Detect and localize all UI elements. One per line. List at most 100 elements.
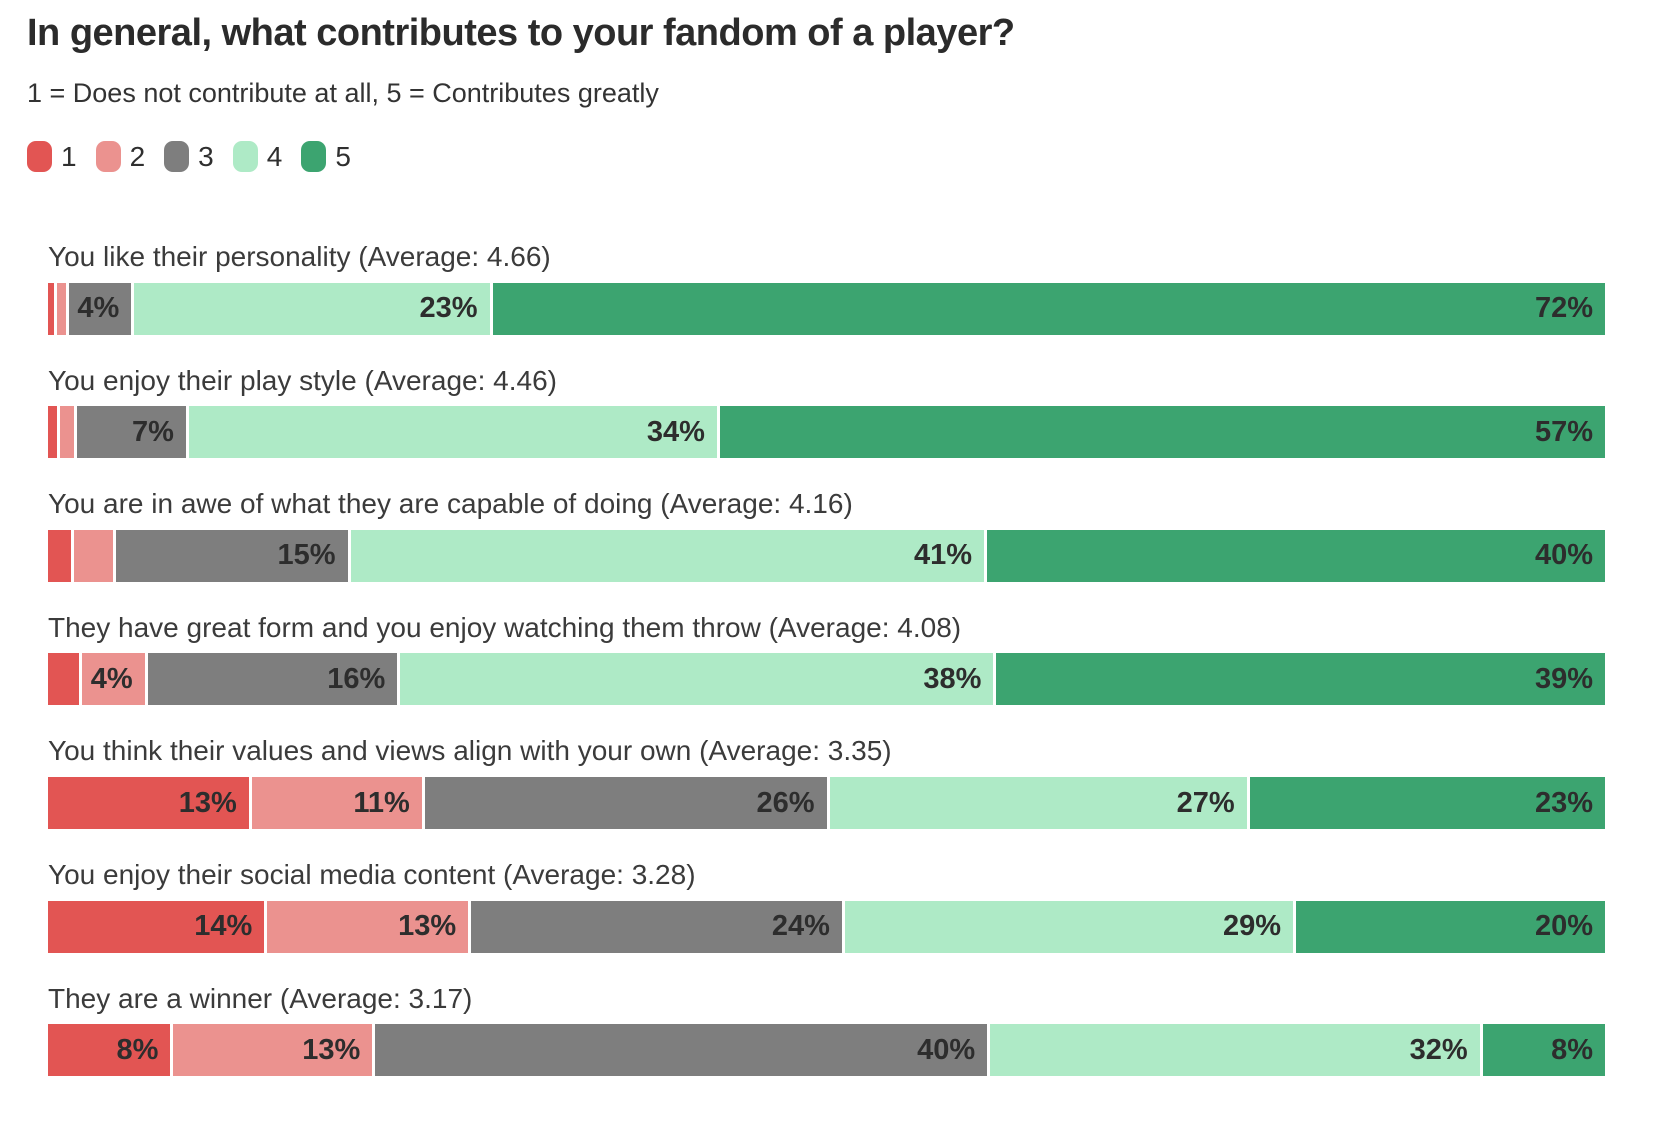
chart-row: You like their personality (Average: 4.6… xyxy=(48,240,1605,335)
bar-segment-rating-1[interactable]: 8% xyxy=(48,1024,171,1077)
bar-segment-rating-3[interactable]: 4% xyxy=(69,282,132,335)
bar-segment-rating-3[interactable]: 40% xyxy=(375,1024,988,1077)
chart-subtitle: 1 = Does not contribute at all, 5 = Cont… xyxy=(27,77,659,108)
segment-value-label: 27% xyxy=(1176,786,1235,819)
bar-segment-rating-1[interactable]: 14% xyxy=(48,900,265,953)
segment-value-label: 4% xyxy=(90,662,133,695)
bar-segment-rating-5[interactable]: 39% xyxy=(996,653,1606,706)
bar-segment-rating-4[interactable]: 41% xyxy=(350,529,984,582)
stacked-bar: 4% 23% 72% xyxy=(48,282,1605,335)
legend-swatch-icon xyxy=(95,141,121,173)
bar-segment-rating-3[interactable]: 24% xyxy=(471,900,842,953)
legend-item-5: 5 xyxy=(301,140,351,173)
segment-value-label: 13% xyxy=(302,1033,361,1066)
row-label: You think their values and views align w… xyxy=(48,735,892,767)
chart-row: You think their values and views align w… xyxy=(48,734,1605,830)
segment-value-label: 23% xyxy=(419,292,478,325)
stacked-bar: 15% 41% 40% xyxy=(48,529,1605,582)
stacked-bar: 14% 13% 24% 29% 20% xyxy=(48,900,1605,953)
bar-segment-rating-5[interactable]: 40% xyxy=(987,529,1605,582)
bar-segment-rating-4[interactable]: 23% xyxy=(134,282,490,335)
bar-segment-rating-5[interactable]: 8% xyxy=(1482,1024,1605,1077)
row-label: You enjoy their social media content (Av… xyxy=(48,859,696,891)
bar-segment-rating-4[interactable]: 34% xyxy=(188,406,717,459)
stacked-bar: 8% 13% 40% 32% 8% xyxy=(48,1024,1605,1077)
segment-value-label: 26% xyxy=(756,786,815,819)
row-label: You like their personality (Average: 4.6… xyxy=(48,241,551,273)
segment-value-label: 4% xyxy=(77,292,120,325)
bar-segment-rating-2[interactable]: 13% xyxy=(267,900,469,953)
bar-segment-rating-2[interactable]: 4% xyxy=(82,653,145,706)
bar-segment-rating-5[interactable]: 20% xyxy=(1295,900,1605,953)
legend-swatch-icon xyxy=(301,141,327,173)
legend-swatch-icon xyxy=(164,141,190,173)
legend-label: 4 xyxy=(266,140,283,172)
segment-value-label: 24% xyxy=(771,910,830,943)
segment-value-label: 40% xyxy=(1534,539,1593,572)
bar-segment-rating-2[interactable] xyxy=(60,406,75,459)
bar-segment-rating-5[interactable]: 23% xyxy=(1249,777,1605,830)
segment-value-label: 41% xyxy=(913,539,972,572)
stacked-bar: 7% 34% 57% xyxy=(48,406,1605,459)
bar-segment-rating-1[interactable] xyxy=(48,529,72,582)
chart-legend: 1 2 3 4 5 xyxy=(27,140,1631,173)
legend-label: 5 xyxy=(335,140,351,172)
bar-segment-rating-1[interactable] xyxy=(48,282,55,335)
legend-swatch-icon xyxy=(232,141,258,173)
segment-value-label: 34% xyxy=(646,415,705,448)
bar-segment-rating-3[interactable]: 15% xyxy=(115,529,348,582)
bar-segment-rating-2[interactable] xyxy=(74,529,113,582)
segment-value-label: 72% xyxy=(1534,292,1593,325)
segment-value-label: 8% xyxy=(1551,1033,1593,1066)
bar-segment-rating-2[interactable] xyxy=(57,282,67,335)
chart-row: They have great form and you enjoy watch… xyxy=(48,611,1606,706)
segment-value-label: 40% xyxy=(917,1033,976,1066)
bar-segment-rating-1[interactable] xyxy=(48,406,58,459)
bar-segment-rating-1[interactable]: 13% xyxy=(48,777,249,830)
chart-row: You enjoy their social media content (Av… xyxy=(48,858,1605,953)
chart-row: You enjoy their play style (Average: 4.4… xyxy=(48,364,1605,459)
row-label: They have great form and you enjoy watch… xyxy=(48,611,962,643)
bar-segment-rating-5[interactable]: 57% xyxy=(719,406,1605,459)
bar-segment-rating-4[interactable]: 29% xyxy=(844,900,1293,953)
bar-segment-rating-3[interactable]: 26% xyxy=(424,777,827,830)
chart-title: In general, what contributes to your fan… xyxy=(27,12,1015,54)
segment-value-label: 13% xyxy=(398,910,457,943)
bar-segment-rating-2[interactable]: 11% xyxy=(251,777,422,830)
row-label: You enjoy their play style (Average: 4.4… xyxy=(48,364,557,396)
segment-value-label: 32% xyxy=(1409,1033,1468,1066)
legend-label: 3 xyxy=(198,140,214,172)
stacked-bar: 4% 16% 38% 39% xyxy=(48,653,1606,706)
stacked-bar: 13% 11% 26% 27% 23% xyxy=(48,777,1605,830)
segment-value-label: 7% xyxy=(132,415,174,448)
bar-segment-rating-4[interactable]: 38% xyxy=(400,653,994,706)
legend-item-1: 1 xyxy=(27,141,77,173)
bar-segment-rating-3[interactable]: 16% xyxy=(147,653,398,706)
legend-item-3: 3 xyxy=(164,140,214,173)
segment-value-label: 23% xyxy=(1534,786,1593,819)
legend-item-4: 4 xyxy=(232,140,283,173)
chart-rows: You like their personality (Average: 4.6… xyxy=(48,240,1606,1077)
segment-value-label: 14% xyxy=(194,910,253,943)
segment-value-label: 11% xyxy=(353,786,410,819)
bar-segment-rating-5[interactable]: 72% xyxy=(492,282,1605,335)
segment-value-label: 29% xyxy=(1222,910,1281,943)
segment-value-label: 16% xyxy=(327,662,386,695)
bar-segment-rating-4[interactable]: 27% xyxy=(829,777,1247,830)
segment-value-label: 57% xyxy=(1534,415,1593,448)
row-label: You are in awe of what they are capable … xyxy=(48,488,853,520)
segment-value-label: 8% xyxy=(116,1033,159,1066)
row-label: They are a winner (Average: 3.17) xyxy=(48,982,473,1014)
segment-value-label: 15% xyxy=(277,539,336,572)
bar-segment-rating-3[interactable]: 7% xyxy=(77,406,186,459)
chart-row: You are in awe of what they are capable … xyxy=(48,487,1605,582)
bar-segment-rating-4[interactable]: 32% xyxy=(990,1024,1480,1077)
bar-segment-rating-2[interactable]: 13% xyxy=(173,1024,373,1077)
segment-value-label: 20% xyxy=(1534,910,1593,943)
legend-swatch-icon xyxy=(27,141,52,173)
legend-label: 2 xyxy=(129,140,146,172)
bar-segment-rating-1[interactable] xyxy=(48,653,80,706)
segment-value-label: 13% xyxy=(178,786,237,819)
legend-item-2: 2 xyxy=(95,140,146,173)
